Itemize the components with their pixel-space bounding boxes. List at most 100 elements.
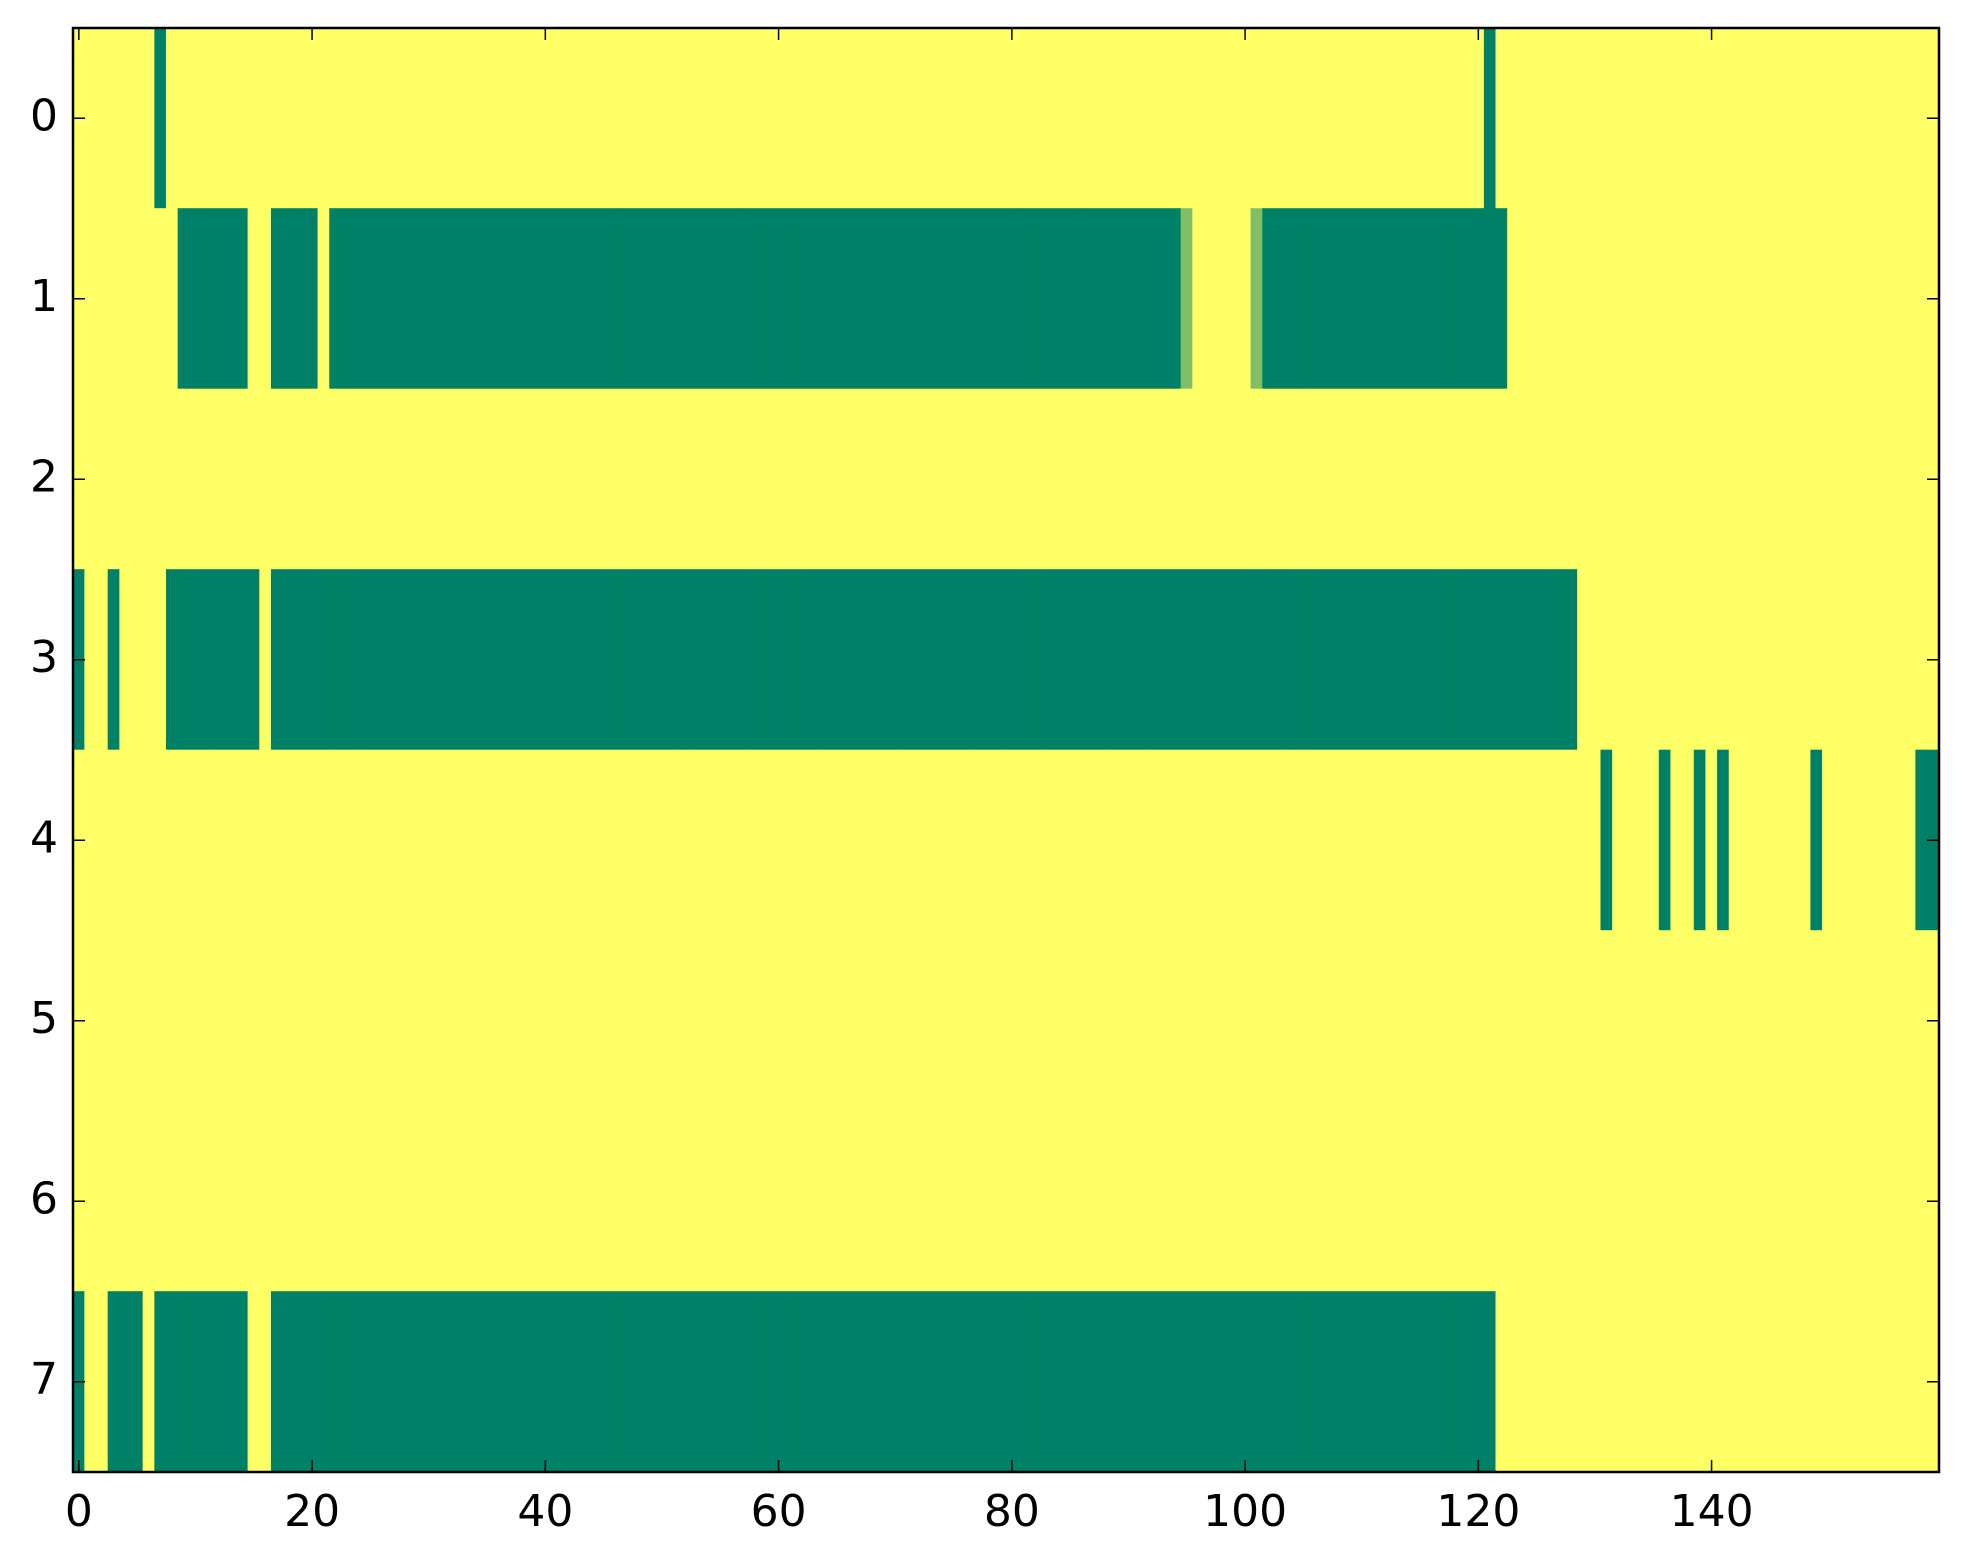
cell: [1658, 1291, 1672, 1473]
cell: [900, 1291, 913, 1473]
cell: [1845, 1110, 1858, 1292]
cell: [119, 749, 132, 931]
cell: [1285, 1110, 1298, 1292]
cell: [1460, 1291, 1473, 1473]
cell: [1542, 1291, 1555, 1473]
cell: [1670, 27, 1683, 209]
cell: [1367, 569, 1380, 751]
cell: [877, 208, 890, 390]
cell: [1227, 569, 1240, 751]
cell: [1612, 749, 1625, 931]
cell: [1448, 388, 1462, 570]
cell: [270, 749, 284, 931]
cell: [1308, 749, 1322, 931]
cell: [1472, 749, 1485, 931]
cell: [1437, 569, 1450, 751]
cell: [562, 1110, 575, 1292]
cell: [1495, 388, 1508, 570]
cell: [1717, 1110, 1730, 1292]
cell: [889, 1110, 902, 1292]
cell: [352, 1291, 365, 1473]
cell: [1787, 749, 1800, 931]
cell: [1857, 27, 1870, 209]
cell: [1600, 749, 1613, 931]
cell: [1845, 1291, 1858, 1473]
cell: [1005, 1291, 1018, 1473]
cell: [1577, 208, 1590, 390]
cell: [504, 208, 517, 390]
cell: [1810, 1291, 1823, 1473]
cell: [784, 930, 797, 1112]
cell: [1285, 930, 1298, 1112]
cell: [912, 1110, 925, 1292]
cell: [795, 1110, 809, 1292]
cell: [1705, 1110, 1718, 1292]
cell: [212, 1291, 225, 1473]
cell: [1810, 569, 1823, 751]
cell: [492, 569, 505, 751]
cell: [1087, 930, 1100, 1112]
cell: [714, 749, 727, 931]
cell: [1099, 569, 1112, 751]
cell: [1203, 208, 1217, 390]
cell: [877, 1110, 890, 1292]
cell: [282, 930, 295, 1112]
cell: [959, 388, 972, 570]
cell: [562, 930, 575, 1112]
cell: [1017, 569, 1030, 751]
cell: [1075, 1110, 1088, 1292]
cell: [1670, 1110, 1683, 1292]
cell: [1705, 1291, 1718, 1473]
cell: [714, 1110, 727, 1292]
cell: [1857, 569, 1870, 751]
cell: [340, 1110, 354, 1292]
cell: [1705, 388, 1718, 570]
cell: [1367, 930, 1380, 1112]
cell: [1437, 1291, 1450, 1473]
cell: [1787, 1110, 1800, 1292]
cell: [807, 388, 820, 570]
cell: [539, 749, 552, 931]
cell: [1343, 930, 1357, 1112]
cell: [504, 1110, 517, 1292]
cell: [597, 749, 610, 931]
cell: [819, 569, 832, 751]
cell: [842, 208, 855, 390]
cell: [119, 569, 132, 751]
cell: [1320, 208, 1333, 390]
cell: [970, 1110, 983, 1292]
cell: [819, 1291, 832, 1473]
cell: [1448, 208, 1462, 390]
cell: [807, 1291, 820, 1473]
cell: [515, 749, 529, 931]
cell: [1168, 208, 1182, 390]
cell: [795, 27, 809, 209]
cell: [410, 1291, 424, 1473]
cell: [294, 27, 307, 209]
cell: [154, 27, 167, 209]
cell: [807, 569, 820, 751]
cell: [527, 1110, 540, 1292]
cell: [1285, 388, 1298, 570]
cell: [235, 749, 249, 931]
axes: 0 20 40 60 80 100 120 140 0 1 2 3 4 5 6 7: [30, 26, 1941, 1537]
cell: [469, 749, 482, 931]
cell: [1728, 569, 1742, 751]
cell: [1752, 388, 1765, 570]
cell: [1448, 569, 1462, 751]
cell: [1530, 208, 1543, 390]
cell: [445, 569, 459, 751]
cell: [1810, 1110, 1823, 1292]
cell: [702, 749, 715, 931]
cell: [1460, 27, 1473, 209]
cell: [772, 569, 785, 751]
cell: [1168, 930, 1182, 1112]
cell: [282, 569, 295, 751]
cell: [1064, 1110, 1077, 1292]
cell: [1157, 569, 1170, 751]
cell: [1600, 208, 1613, 390]
cell: [1553, 749, 1567, 931]
cell: [247, 1110, 260, 1292]
cell: [1052, 930, 1065, 1112]
cell: [410, 930, 424, 1112]
